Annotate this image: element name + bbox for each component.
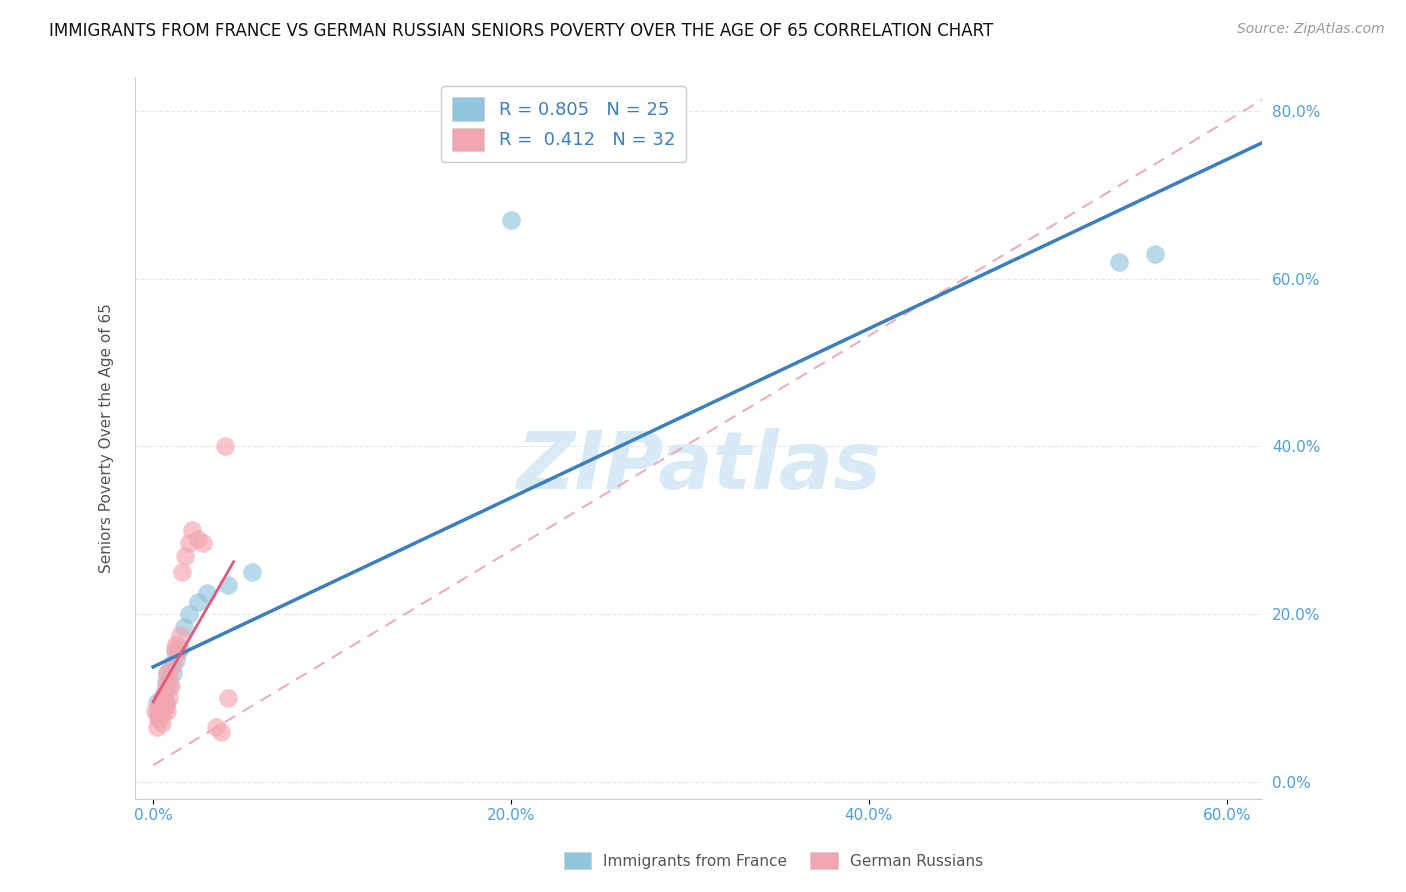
Point: [1144, 246, 1167, 260]
Point: [169, 640, 191, 655]
Point: [162, 665, 184, 680]
Point: [214, 440, 236, 454]
Point: [165, 637, 187, 651]
Point: [162, 657, 184, 672]
Point: [217, 578, 239, 592]
Point: [149, 712, 172, 726]
Point: [160, 657, 183, 672]
Point: [181, 524, 204, 538]
Point: [173, 620, 195, 634]
Point: [145, 695, 167, 709]
Legend: Immigrants from France, German Russians: Immigrants from France, German Russians: [557, 846, 990, 875]
Point: [165, 653, 187, 667]
Point: [499, 213, 522, 227]
Point: [187, 532, 209, 546]
Y-axis label: Seniors Poverty Over the Age of 65: Seniors Poverty Over the Age of 65: [100, 303, 114, 573]
Text: IMMIGRANTS FROM FRANCE VS GERMAN RUSSIAN SENIORS POVERTY OVER THE AGE OF 65 CORR: IMMIGRANTS FROM FRANCE VS GERMAN RUSSIAN…: [49, 22, 994, 40]
Point: [167, 645, 190, 659]
Point: [163, 640, 186, 655]
Point: [143, 704, 166, 718]
Legend: R = 0.805   N = 25, R =  0.412   N = 32: R = 0.805 N = 25, R = 0.412 N = 32: [441, 87, 686, 161]
Point: [177, 536, 200, 550]
Point: [149, 699, 172, 714]
Point: [155, 679, 177, 693]
Point: [177, 607, 200, 622]
Point: [149, 695, 172, 709]
Point: [169, 628, 191, 642]
Point: [170, 566, 193, 580]
Point: [209, 724, 232, 739]
Point: [240, 566, 263, 580]
Point: [148, 704, 170, 718]
Text: Source: ZipAtlas.com: Source: ZipAtlas.com: [1237, 22, 1385, 37]
Point: [145, 721, 167, 735]
Point: [193, 536, 215, 550]
Point: [174, 549, 197, 563]
Point: [155, 695, 177, 709]
Point: [150, 691, 173, 706]
Point: [148, 712, 170, 726]
Point: [150, 691, 173, 706]
Point: [195, 586, 218, 600]
Point: [150, 704, 173, 718]
Point: [163, 645, 186, 659]
Point: [157, 691, 180, 706]
Point: [156, 704, 179, 718]
Point: [217, 691, 239, 706]
Point: [148, 707, 170, 722]
Point: [150, 716, 173, 731]
Point: [153, 687, 176, 701]
Point: [155, 699, 177, 714]
Point: [160, 679, 183, 693]
Point: [204, 721, 226, 735]
Point: [157, 670, 180, 684]
Point: [156, 665, 179, 680]
Point: [157, 679, 180, 693]
Point: [156, 665, 179, 680]
Point: [1108, 255, 1130, 269]
Point: [155, 674, 177, 689]
Point: [153, 687, 176, 701]
Point: [187, 594, 209, 608]
Text: ZIPatlas: ZIPatlas: [516, 428, 882, 506]
Point: [153, 699, 176, 714]
Point: [153, 704, 176, 718]
